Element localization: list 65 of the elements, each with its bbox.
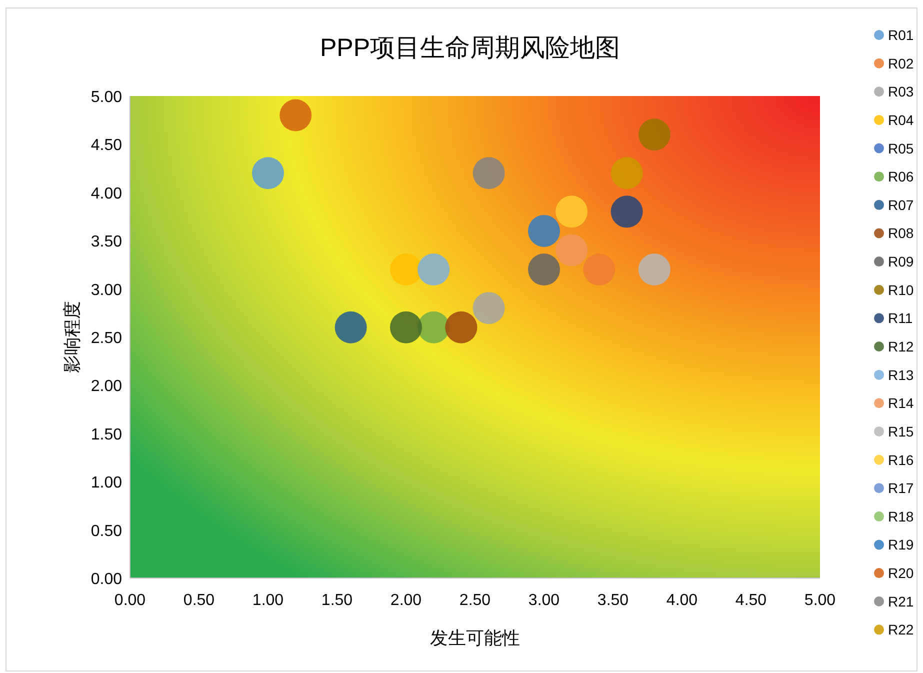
point bbox=[445, 311, 478, 344]
legend-label: R12 bbox=[888, 338, 914, 354]
point bbox=[280, 99, 312, 132]
y-tick-label: 1.50 bbox=[90, 426, 122, 444]
y-tick-label: 2.50 bbox=[90, 330, 122, 347]
legend-label: R09 bbox=[888, 254, 914, 270]
legend-label: R20 bbox=[888, 565, 914, 582]
legend-label: R02 bbox=[888, 55, 914, 72]
point bbox=[334, 311, 367, 344]
point bbox=[638, 118, 670, 151]
point bbox=[528, 214, 560, 247]
point bbox=[390, 254, 422, 286]
legend-label: R07 bbox=[888, 196, 914, 213]
point bbox=[556, 196, 588, 228]
legend-label: R05 bbox=[888, 140, 914, 156]
y-tick-label: 3.00 bbox=[90, 282, 122, 299]
point bbox=[610, 196, 643, 228]
y-tick-label: 0.50 bbox=[90, 522, 122, 540]
point bbox=[638, 254, 670, 286]
x-tick-label: 2.00 bbox=[390, 592, 422, 609]
x-tick-label: 0.00 bbox=[114, 592, 146, 609]
legend-label: R13 bbox=[888, 366, 914, 383]
y-tick-label: 3.50 bbox=[90, 234, 122, 251]
x-tick-label: 4.50 bbox=[735, 592, 767, 609]
legend-label: R11 bbox=[888, 310, 913, 326]
legend-label: R06 bbox=[888, 168, 914, 185]
legend-label: R03 bbox=[888, 84, 914, 100]
y-tick-label: 1.00 bbox=[90, 474, 122, 492]
x-tick-label: 0.50 bbox=[183, 592, 215, 609]
x-axis-title: 发生可能性 bbox=[430, 628, 520, 648]
legend-label: R19 bbox=[888, 536, 914, 553]
legend-label: R01 bbox=[888, 27, 914, 43]
point bbox=[418, 254, 450, 286]
x-tick-label: 2.50 bbox=[459, 592, 491, 609]
legend-label: R16 bbox=[888, 452, 914, 468]
y-tick-label: 4.50 bbox=[90, 137, 122, 154]
y-tick-label: 5.00 bbox=[90, 89, 122, 106]
x-tick-label: 3.50 bbox=[597, 592, 629, 609]
point bbox=[472, 292, 505, 324]
legend-label: R15 bbox=[888, 423, 914, 440]
legend-label: R10 bbox=[888, 282, 914, 298]
point bbox=[390, 311, 422, 344]
x-tick-label: 1.00 bbox=[252, 592, 284, 609]
y-tick-label: 4.00 bbox=[90, 185, 122, 202]
y-tick-label: 2.00 bbox=[90, 378, 122, 396]
legend-label: R18 bbox=[888, 508, 914, 524]
legend-label: R04 bbox=[888, 112, 914, 128]
x-tick-label: 3.00 bbox=[528, 592, 560, 609]
chart-title: PPP项目生命周期风险地图 bbox=[320, 34, 620, 62]
x-tick-label: 4.00 bbox=[666, 592, 698, 609]
legend-label: R22 bbox=[888, 622, 914, 638]
x-tick-label: 1.50 bbox=[321, 592, 353, 609]
legend-label: R14 bbox=[888, 395, 914, 412]
point bbox=[528, 254, 560, 286]
point bbox=[556, 234, 588, 266]
point bbox=[472, 157, 505, 190]
x-tick-label: 5.00 bbox=[804, 592, 836, 609]
y-tick-label: 0.00 bbox=[90, 571, 122, 588]
point bbox=[610, 157, 643, 190]
point bbox=[252, 157, 284, 190]
y-axis-title: 影响程度 bbox=[62, 301, 82, 373]
legend-label: R17 bbox=[888, 480, 914, 496]
legend-label: R08 bbox=[888, 225, 914, 242]
legend-label: R21 bbox=[888, 593, 914, 610]
point bbox=[583, 254, 616, 286]
